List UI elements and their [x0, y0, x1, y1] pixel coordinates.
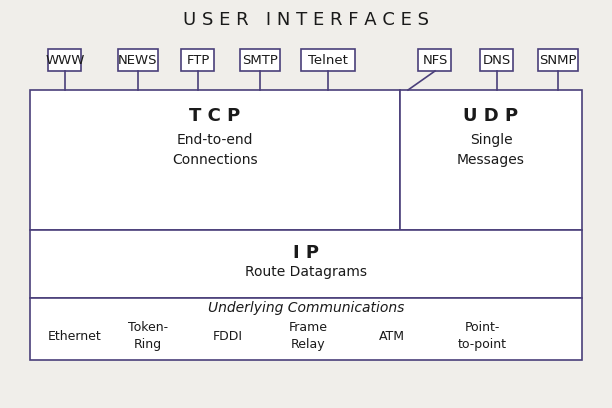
- Text: ATM: ATM: [379, 330, 405, 342]
- FancyBboxPatch shape: [301, 49, 355, 71]
- Text: End-to-end
Connections: End-to-end Connections: [172, 133, 258, 167]
- Text: U S E R   I N T E R F A C E S: U S E R I N T E R F A C E S: [183, 11, 429, 29]
- FancyBboxPatch shape: [30, 230, 582, 298]
- FancyBboxPatch shape: [400, 90, 582, 230]
- FancyBboxPatch shape: [419, 49, 452, 71]
- FancyBboxPatch shape: [538, 49, 578, 71]
- Text: Token-
Ring: Token- Ring: [128, 321, 168, 351]
- Text: FDDI: FDDI: [213, 330, 243, 342]
- Text: Single
Messages: Single Messages: [457, 133, 525, 167]
- Text: Point-
to-point: Point- to-point: [458, 321, 507, 351]
- Text: Frame
Relay: Frame Relay: [288, 321, 327, 351]
- Text: Underlying Communications: Underlying Communications: [208, 301, 404, 315]
- Text: SNMP: SNMP: [539, 53, 577, 67]
- FancyBboxPatch shape: [182, 49, 214, 71]
- FancyBboxPatch shape: [118, 49, 158, 71]
- Text: T C P: T C P: [189, 107, 241, 125]
- FancyBboxPatch shape: [48, 49, 81, 71]
- Text: Telnet: Telnet: [308, 53, 348, 67]
- FancyBboxPatch shape: [480, 49, 513, 71]
- FancyBboxPatch shape: [30, 90, 400, 230]
- Text: WWW: WWW: [45, 53, 84, 67]
- Text: NEWS: NEWS: [118, 53, 158, 67]
- Text: I P: I P: [293, 244, 319, 262]
- Text: Route Datagrams: Route Datagrams: [245, 265, 367, 279]
- Text: DNS: DNS: [483, 53, 511, 67]
- Text: Ethernet: Ethernet: [48, 330, 102, 342]
- Text: U D P: U D P: [463, 107, 518, 125]
- FancyBboxPatch shape: [30, 298, 582, 360]
- Text: FTP: FTP: [186, 53, 210, 67]
- Text: NFS: NFS: [422, 53, 448, 67]
- FancyBboxPatch shape: [240, 49, 280, 71]
- Text: SMTP: SMTP: [242, 53, 278, 67]
